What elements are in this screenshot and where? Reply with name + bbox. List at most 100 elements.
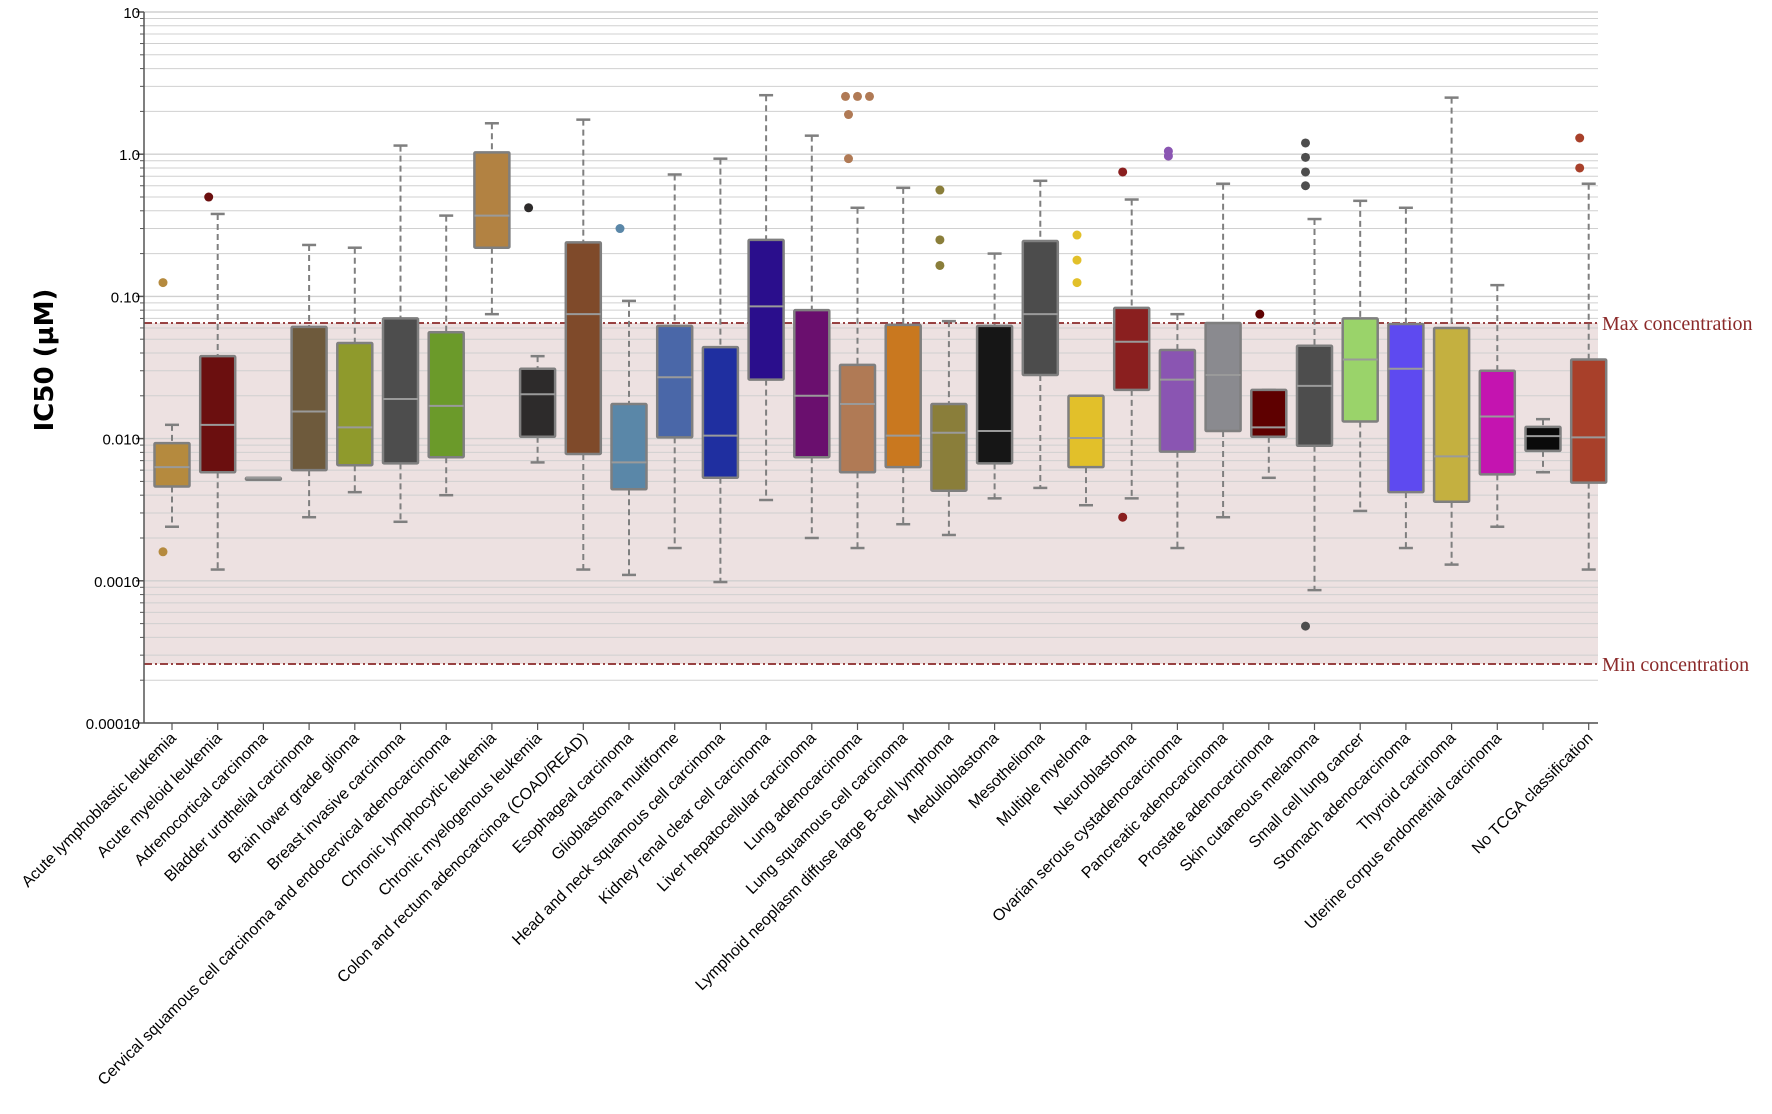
box-group xyxy=(1569,133,1608,571)
outlier-point xyxy=(935,185,945,195)
outlier-point xyxy=(853,91,862,101)
outlier-point xyxy=(158,278,168,288)
box-group xyxy=(1432,96,1471,566)
box xyxy=(838,363,877,474)
box-group xyxy=(975,252,1014,500)
box xyxy=(1341,317,1379,423)
outlier-point xyxy=(1072,230,1082,240)
box-group xyxy=(153,278,191,557)
x-category-label: Chronic myelogenous leukemia xyxy=(376,730,546,900)
box xyxy=(1569,358,1608,484)
box xyxy=(381,317,420,465)
outlier-point xyxy=(935,235,945,245)
box xyxy=(793,308,831,459)
box xyxy=(1432,326,1471,503)
box-group xyxy=(518,203,557,464)
outlier-point xyxy=(1255,309,1265,319)
box-group xyxy=(610,224,648,577)
axes: 10 1.0 0.10 0.010 0.0010 0.00010 xyxy=(86,5,1598,733)
outlier-point xyxy=(1072,255,1082,265)
box xyxy=(701,345,740,480)
outlier-point xyxy=(1118,512,1128,522)
outlier-point xyxy=(204,192,214,202)
box xyxy=(747,238,785,381)
outlier-point xyxy=(841,91,850,101)
box-group xyxy=(427,214,465,497)
box-group xyxy=(290,243,328,519)
box xyxy=(1478,369,1517,476)
outlier-point xyxy=(935,260,945,270)
y-axis-title: IC50 (µM) xyxy=(30,289,60,432)
box-group xyxy=(884,186,922,526)
outlier-point xyxy=(844,154,853,164)
y-tick-label: 0.00010 xyxy=(86,716,140,733)
box-group xyxy=(381,144,420,524)
outlier-point xyxy=(865,91,874,101)
box-group xyxy=(244,476,283,482)
outlier-point xyxy=(1301,621,1310,631)
box-group xyxy=(838,91,877,550)
box xyxy=(1250,388,1288,439)
box-group xyxy=(473,122,511,316)
box xyxy=(655,324,694,439)
box-group xyxy=(1387,206,1425,550)
outlier-point xyxy=(1301,138,1310,148)
x-category-label: Neuroblastoma xyxy=(1051,730,1140,819)
box-group xyxy=(1250,309,1288,480)
reference-line-label: Min concentration xyxy=(1602,654,1749,676)
box-group xyxy=(564,118,603,571)
box xyxy=(1112,306,1151,392)
outlier-point xyxy=(1301,152,1310,162)
box-group xyxy=(701,157,740,584)
y-tick-label: 0.0010 xyxy=(94,574,140,591)
y-tick-label: 0.10 xyxy=(111,289,140,306)
outlier-point xyxy=(158,547,168,557)
box-group xyxy=(1478,283,1517,528)
box-group xyxy=(1112,167,1151,522)
box-group xyxy=(655,173,694,550)
outlier-point xyxy=(1301,181,1310,191)
box xyxy=(975,324,1014,465)
outlier-point xyxy=(615,224,625,234)
box xyxy=(198,354,237,474)
box xyxy=(1021,239,1060,377)
y-tick-label: 1.0 xyxy=(119,147,140,164)
box xyxy=(518,367,557,439)
outlier-point xyxy=(1575,163,1585,173)
outlier-point xyxy=(524,203,534,213)
box xyxy=(564,241,603,456)
box xyxy=(473,151,511,249)
box xyxy=(884,323,922,469)
outlier-point xyxy=(1301,167,1310,177)
box xyxy=(1387,322,1425,494)
outlier-point xyxy=(1072,278,1082,288)
box-group xyxy=(1067,230,1105,507)
outlier-point xyxy=(1163,146,1173,156)
box-group xyxy=(1341,199,1379,513)
box-group xyxy=(747,93,785,502)
box xyxy=(1524,425,1562,453)
box-group xyxy=(1524,417,1562,474)
box xyxy=(610,402,648,491)
box xyxy=(336,341,374,467)
box xyxy=(153,441,191,488)
box xyxy=(427,330,465,459)
outlier-point xyxy=(1575,133,1585,143)
box-group xyxy=(1158,146,1197,550)
box xyxy=(1158,348,1197,453)
boxes xyxy=(153,91,1608,631)
y-tick-label: 0.010 xyxy=(102,432,140,449)
outlier-point xyxy=(844,110,853,120)
reference-line-label: Max concentration xyxy=(1602,313,1753,335)
box xyxy=(930,402,968,492)
outlier-point xyxy=(1118,167,1128,177)
box-group xyxy=(198,192,237,571)
box xyxy=(1295,344,1334,448)
box-group xyxy=(336,246,374,494)
box xyxy=(1067,394,1105,469)
box-group xyxy=(930,185,968,537)
box-group xyxy=(793,134,831,540)
y-tick-label: 10 xyxy=(123,5,140,22)
